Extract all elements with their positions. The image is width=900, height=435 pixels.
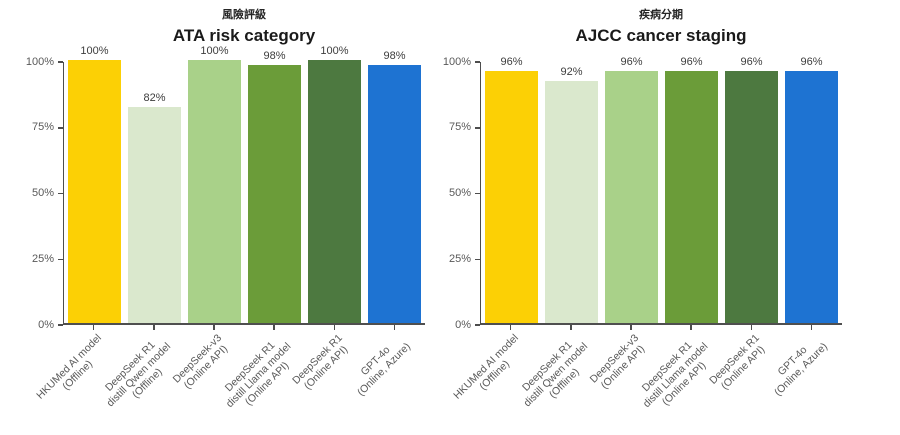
bar — [248, 65, 301, 323]
bar — [485, 70, 538, 323]
x-axis-label: DeepSeek R1 (Online API) — [290, 332, 353, 395]
y-tick-label: 75% — [31, 121, 54, 134]
plot-area: 100% 82% 100% 98% 100% 98% — [63, 45, 425, 325]
bar-column: 100% — [188, 45, 241, 323]
bar-value-label: 96% — [500, 55, 523, 68]
x-tick-mark — [333, 325, 335, 330]
x-tick-mark — [393, 325, 396, 330]
bar — [785, 70, 838, 323]
y-tick-label: 100% — [25, 55, 54, 68]
bar-column: 82% — [128, 62, 181, 323]
y-tick-mark — [58, 127, 63, 129]
y-tick-mark — [475, 324, 480, 326]
y-tick-label: 50% — [31, 187, 54, 199]
x-tick-mark — [273, 325, 275, 330]
bars: 96% 92% 96% 96% 96% 96% — [481, 56, 842, 323]
y-tick-mark — [58, 324, 63, 326]
y-tick-mark — [475, 127, 480, 129]
bar-value-label: 96% — [620, 55, 643, 68]
x-axis-label: HKUMed AI model (Offline) — [35, 332, 113, 410]
x-tick-mark — [570, 325, 572, 330]
bar-value-label: 96% — [740, 55, 763, 68]
bar-value-label: 96% — [680, 55, 703, 68]
x-axis-label: HKUMed AI model (Offline) — [452, 332, 530, 410]
x-tick-mark — [153, 325, 155, 330]
plot-area: 96% 92% 96% 96% 96% 96% — [480, 56, 842, 325]
y-tick-mark — [58, 258, 63, 260]
bar-column: 100% — [68, 45, 121, 323]
y-tick-label: 25% — [448, 252, 471, 265]
bar-value-label: 98% — [263, 50, 286, 63]
bar — [545, 81, 598, 323]
x-tick-mark — [750, 325, 752, 330]
bar-column: 96% — [605, 56, 658, 323]
y-tick-label: 0% — [455, 318, 471, 331]
chart-header: 風險評級 ATA risk category — [10, 6, 425, 62]
x-tick-mark — [630, 325, 632, 330]
x-tick-mark — [213, 325, 215, 330]
x-tick-mark — [810, 325, 813, 330]
x-axis: HKUMed AI model (Offline) DeepSeek R1 disti… — [35, 325, 425, 433]
x-axis-label: DeepSeek R1 (Online API) — [707, 332, 770, 395]
bar — [188, 60, 241, 323]
chart-title: ATA risk category — [172, 26, 316, 45]
bar-value-label: 100% — [80, 45, 109, 57]
bar-column: 100% — [308, 45, 361, 323]
chart-ata-risk-category: 風險評級 ATA risk category 0% 25% 50% 75% 100% 1… — [10, 6, 425, 433]
y-tick-label: 25% — [31, 252, 54, 265]
bar — [68, 60, 121, 323]
y-tick-mark — [475, 258, 480, 260]
bar-column: 92% — [545, 62, 598, 323]
bar — [368, 65, 421, 323]
bar — [725, 70, 778, 323]
x-axis: HKUMed AI model (Offline) DeepSeek R1 disti… — [452, 325, 842, 433]
chart-title: AJCC cancer staging — [575, 26, 747, 45]
y-tick-label: 75% — [448, 121, 471, 134]
bar — [128, 107, 181, 323]
plot-row: 0% 25% 50% 75% 100% 96% 92% 96% 96% 96% 96% — [427, 56, 842, 331]
y-tick-mark — [58, 61, 63, 63]
bar-column: 96% — [725, 56, 778, 323]
y-axis: 0% 25% 50% 75% 100% — [427, 56, 480, 331]
chart-subtitle: 風險評級 — [222, 9, 266, 21]
x-tick-mark — [92, 325, 95, 330]
plot-row: 0% 25% 50% 75% 100% 100% 82% 100% 98% 100% 98% — [10, 45, 425, 331]
y-tick-label: 0% — [38, 318, 54, 331]
x-tick-mark — [509, 325, 512, 330]
bar-column: 96% — [665, 56, 718, 323]
y-tick-label: 100% — [442, 55, 471, 68]
bar-value-label: 82% — [143, 92, 166, 105]
y-tick-mark — [475, 61, 480, 63]
bar-value-label: 98% — [383, 50, 406, 63]
bar-value-label: 100% — [200, 45, 229, 57]
bar-column: 96% — [485, 56, 538, 323]
y-axis: 0% 25% 50% 75% 100% — [10, 56, 63, 331]
y-tick-label: 50% — [448, 187, 471, 199]
bar-column: 96% — [785, 56, 838, 323]
chart-ajcc-cancer-staging: 疾病分期 AJCC cancer staging 0% 25% 50% 75% 100%… — [427, 6, 842, 433]
y-tick-mark — [475, 192, 480, 195]
x-tick-mark — [690, 325, 692, 330]
chart-subtitle: 疾病分期 — [639, 9, 683, 21]
bar-value-label: 100% — [320, 45, 349, 57]
x-axis-label: GPT-4o (Online, Azure) — [347, 332, 413, 398]
bar-column: 98% — [368, 50, 421, 323]
bar — [308, 60, 361, 323]
bar-value-label: 92% — [560, 66, 583, 79]
bar — [605, 70, 658, 323]
bar-column: 98% — [248, 50, 301, 323]
bar-value-label: 96% — [800, 55, 823, 68]
bars: 100% 82% 100% 98% 100% 98% — [64, 45, 425, 323]
bar — [665, 70, 718, 323]
x-axis-label: GPT-4o (Online, Azure) — [764, 332, 830, 398]
chart-header: 疾病分期 AJCC cancer staging — [427, 6, 842, 62]
y-tick-mark — [58, 192, 63, 195]
